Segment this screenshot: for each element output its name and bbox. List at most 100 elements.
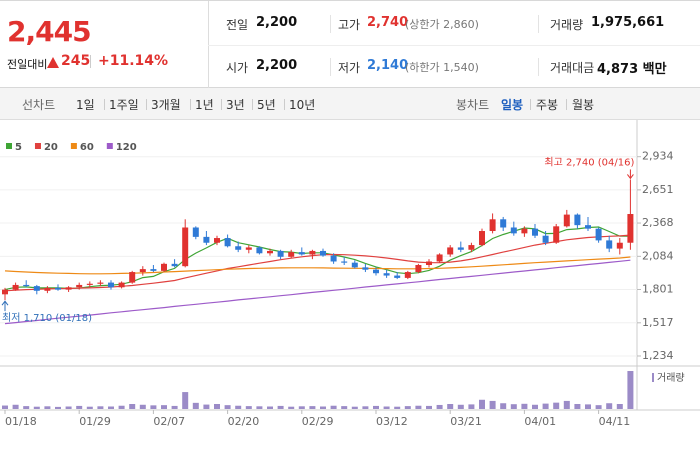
- period-tab[interactable]: 5년: [257, 98, 276, 112]
- volume-bar: [129, 403, 136, 409]
- period-tab[interactable]: 10년: [289, 98, 316, 112]
- legend-label: 5: [15, 142, 22, 153]
- stat-value: 1,975,661: [591, 15, 665, 30]
- x-tick-label: 03/21: [450, 415, 482, 428]
- volume-bar: [44, 406, 51, 409]
- candle-body: [224, 238, 231, 247]
- divider: [530, 99, 531, 110]
- volume-bar: [76, 405, 83, 409]
- period-tab[interactable]: 3년: [226, 98, 245, 112]
- y-tick-label: 1,517: [642, 316, 674, 329]
- period-tab[interactable]: 1주일: [109, 98, 139, 112]
- divider: [104, 99, 105, 110]
- volume-bar: [235, 405, 242, 409]
- volume-bar: [245, 406, 252, 409]
- annotation-arrowhead: [1, 300, 9, 306]
- candle-body: [510, 227, 517, 234]
- volume-bar: [171, 405, 178, 409]
- legend-label: 120: [116, 142, 137, 153]
- candle-body: [457, 247, 464, 250]
- volume-bar: [108, 406, 114, 409]
- stat-label: 시가: [226, 61, 249, 75]
- x-tick-label: 01/29: [79, 415, 111, 428]
- candle-body: [2, 289, 8, 295]
- volume-bar: [468, 404, 475, 409]
- volume-bar: [616, 403, 623, 409]
- divider: [221, 99, 222, 110]
- candle-body: [542, 235, 549, 243]
- stat-value: 2,140: [367, 58, 409, 73]
- y-tick-label: 2,651: [642, 183, 674, 196]
- candle-body: [23, 284, 30, 287]
- volume-bar: [595, 405, 602, 409]
- volume-bar: [23, 406, 30, 409]
- legend-label: 60: [80, 142, 94, 153]
- candle-body: [33, 286, 40, 291]
- candle-tab[interactable]: 일봉: [501, 98, 524, 112]
- period-tab[interactable]: 1일: [76, 98, 95, 112]
- high-annotation: 최고 2,740 (04/16): [544, 156, 634, 168]
- candle-body: [235, 246, 242, 250]
- candle-body: [330, 255, 337, 262]
- candle-body: [404, 272, 411, 278]
- volume-bar: [457, 404, 464, 409]
- stat-value: 4,873 백만: [597, 62, 667, 77]
- volume-bar: [436, 404, 443, 409]
- y-tick-label: 2,368: [642, 216, 674, 229]
- legend-swatch: [70, 143, 77, 149]
- stat-value: 2,200: [256, 15, 298, 30]
- candle-body: [97, 282, 104, 284]
- x-tick-label: 02/29: [302, 415, 334, 428]
- volume-bar: [224, 405, 231, 409]
- candle-body: [76, 284, 83, 288]
- volume-bar: [500, 403, 507, 409]
- y-tick-label: 1,234: [642, 349, 674, 362]
- candle-body: [341, 261, 348, 263]
- volume-bar: [150, 405, 157, 409]
- volume-bar: [86, 406, 93, 409]
- stat-label: 전일: [226, 18, 249, 32]
- volume-bar: [394, 406, 401, 409]
- divider: [208, 45, 700, 46]
- volume-bar: [203, 404, 210, 409]
- divider: [252, 99, 253, 110]
- up-triangle: [47, 57, 59, 68]
- volume-bar: [553, 402, 560, 409]
- candle-body: [383, 273, 390, 276]
- divider: [330, 15, 331, 33]
- divider: [538, 15, 539, 33]
- volume-bar: [447, 403, 454, 409]
- legend-swatch: [652, 373, 654, 382]
- volume-bar: [139, 404, 146, 409]
- period-tab[interactable]: 3개월: [151, 98, 181, 112]
- candle-body: [161, 263, 167, 271]
- volume-bar: [2, 405, 8, 409]
- candle-body: [298, 252, 305, 255]
- candle-body: [595, 228, 602, 241]
- legend-label: 20: [44, 142, 58, 153]
- x-tick-label: 03/12: [376, 415, 408, 428]
- volume-bar: [426, 405, 432, 409]
- legend-swatch: [106, 143, 113, 149]
- volume-bar: [542, 403, 549, 409]
- candle-body: [563, 214, 570, 227]
- candle-body: [309, 250, 316, 255]
- candle-body: [12, 284, 19, 290]
- legend-swatch: [34, 143, 41, 149]
- candle-body: [129, 272, 136, 283]
- candle-tab[interactable]: 월봉: [572, 98, 595, 112]
- volume-bar: [298, 406, 305, 409]
- volume-bar: [33, 406, 40, 409]
- annotation-arrowhead: [627, 174, 634, 180]
- candle-body: [214, 238, 220, 243]
- period-tab[interactable]: 1년: [195, 98, 214, 112]
- change-label: 전일대비: [7, 58, 48, 71]
- candle-body: [627, 214, 634, 243]
- candle-body: [150, 269, 157, 271]
- candle-tab[interactable]: 주봉: [536, 98, 559, 112]
- tab-label: 봉차트: [456, 98, 490, 112]
- x-tick-label: 01/18: [5, 415, 37, 428]
- volume-bar: [351, 406, 358, 409]
- volume-bar: [256, 406, 263, 409]
- candle-body: [426, 261, 432, 266]
